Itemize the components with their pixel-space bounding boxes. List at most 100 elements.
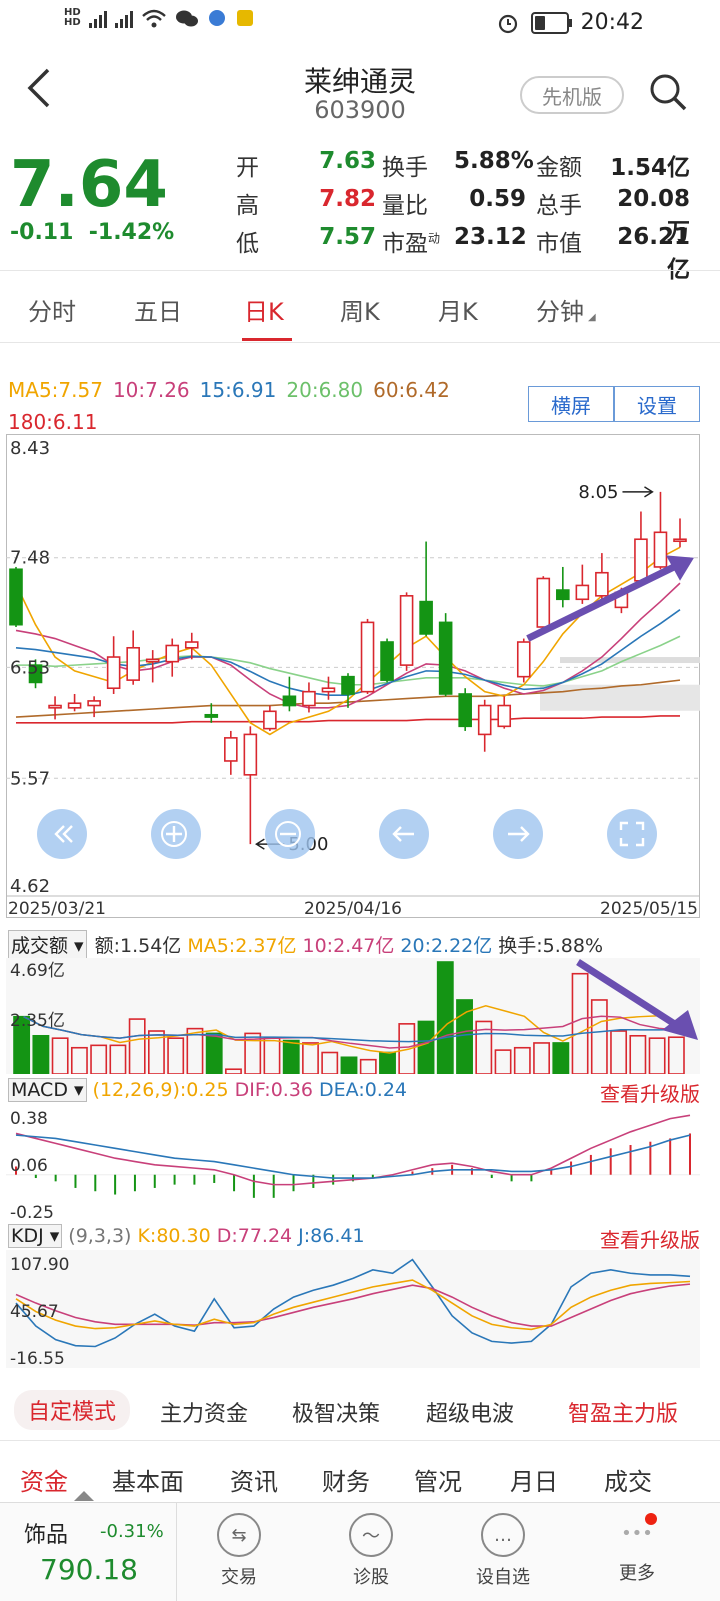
- candle: [243, 726, 258, 845]
- indicator-tab-2[interactable]: 极智决策: [292, 1402, 381, 1427]
- overlay-glyph: [392, 826, 414, 842]
- volume-bar: [186, 1027, 204, 1074]
- volume-bar: [13, 1015, 31, 1074]
- tab-label: 分钟: [536, 298, 584, 326]
- 4g-signal-icon: [114, 8, 133, 28]
- quote-label: 总手: [536, 193, 582, 219]
- kdj-selector[interactable]: KDJ ▾: [8, 1224, 63, 1248]
- period-tabs: 分时 五日 日K 周K 月K 分钟 ◢: [0, 292, 720, 352]
- kdj-upgrade-link[interactable]: 查看升级版: [600, 1228, 700, 1252]
- candle: [126, 630, 140, 685]
- tab-2[interactable]: 日K: [244, 292, 284, 327]
- candle: [575, 564, 590, 604]
- kdj-legend: KDJ ▾ (9,3,3) K:80.30 D:77.24 J:86.41: [8, 1224, 371, 1248]
- diagnose-icon: 〜: [349, 1513, 393, 1557]
- tab-1[interactable]: 五日: [134, 292, 182, 327]
- candle: [321, 676, 336, 700]
- nav-item-0[interactable]: ⇆ 交易: [184, 1503, 294, 1589]
- divider: [0, 270, 720, 271]
- alarm-icon: [498, 14, 517, 33]
- nav-label: 设自选: [476, 1567, 530, 1588]
- arrow-right-icon[interactable]: [493, 809, 543, 859]
- overlay-glyph: [54, 825, 73, 843]
- wallet-icon: [236, 10, 253, 26]
- active-tab-indicator: [242, 338, 292, 341]
- quote-value: 0.59: [469, 186, 526, 212]
- fast-back-icon[interactable]: [37, 809, 87, 859]
- candle-body: [575, 584, 590, 601]
- quote-value: 7.63: [319, 148, 376, 174]
- kdj-chart[interactable]: 107.90 45.67 -16.55: [6, 1250, 700, 1368]
- secondary-tab-4[interactable]: 管况: [414, 1468, 462, 1496]
- candle: [204, 703, 219, 723]
- volume-chart[interactable]: 4.69亿 2.35亿: [6, 958, 700, 1074]
- macd-upgrade-link[interactable]: 查看升级版: [600, 1082, 700, 1106]
- quote-label: 低: [236, 231, 259, 257]
- ma-legend-item: 20:6.80: [286, 378, 364, 402]
- secondary-tab-0[interactable]: 资金: [20, 1468, 68, 1496]
- kdj-selector-label: KDJ: [11, 1225, 44, 1247]
- volume-bar: [571, 972, 589, 1074]
- indicator-tab-3[interactable]: 超级电波: [426, 1402, 515, 1427]
- tab-3[interactable]: 周K: [340, 292, 380, 327]
- candle-body: [106, 656, 121, 690]
- volume-selector[interactable]: 成交额 ▾: [8, 930, 87, 959]
- nav-item-3[interactable]: ••• 更多: [582, 1503, 692, 1585]
- volume-bar: [90, 1044, 108, 1074]
- candle-body: [145, 658, 160, 663]
- legend-item: DIF:0.36: [234, 1079, 314, 1101]
- indicator-tab-0[interactable]: 自定模式: [14, 1390, 131, 1430]
- secondary-tab-6[interactable]: 成交: [604, 1468, 652, 1496]
- candle-body: [282, 695, 297, 707]
- indicator-tab-1[interactable]: 主力资金: [160, 1402, 249, 1427]
- status-left: HD HD: [64, 8, 255, 28]
- nav-item-1[interactable]: 〜诊股: [316, 1503, 426, 1589]
- fullscreen-icon[interactable]: [607, 809, 657, 859]
- zoom-out-icon[interactable]: [265, 809, 315, 859]
- secondary-tab-2[interactable]: 资讯: [230, 1468, 278, 1496]
- y-axis-label: 8.43: [10, 438, 50, 459]
- tab-4[interactable]: 月K: [438, 292, 478, 327]
- tab-0[interactable]: 分时: [28, 292, 76, 327]
- candle: [302, 682, 316, 713]
- settings-button[interactable]: 设置: [614, 386, 700, 422]
- search-button[interactable]: [648, 72, 688, 112]
- zoom-in-icon[interactable]: [151, 809, 201, 859]
- indicator-tab-4[interactable]: 智盈主力版: [568, 1402, 679, 1427]
- candle-body: [458, 693, 472, 728]
- landscape-button[interactable]: 横屏: [528, 386, 614, 422]
- candle-body: [243, 733, 258, 776]
- nav-item-2[interactable]: … 设自选: [448, 1503, 558, 1589]
- arrow-left-icon[interactable]: [379, 809, 429, 859]
- candle-body: [595, 571, 609, 597]
- macd-chart[interactable]: 0.38 0.06 -0.25: [6, 1104, 700, 1220]
- candle-body: [341, 675, 355, 695]
- candle: [28, 659, 43, 689]
- back-button[interactable]: [24, 66, 54, 117]
- candle-body: [263, 710, 277, 730]
- candle-body: [87, 700, 101, 707]
- secondary-tab-3[interactable]: 财务: [322, 1468, 370, 1496]
- secondary-tab-5[interactable]: 月日: [510, 1468, 558, 1496]
- volume-bar: [398, 1023, 416, 1074]
- candle-body: [556, 589, 570, 601]
- candle-body: [67, 702, 82, 709]
- tab-5[interactable]: 分钟 ◢: [536, 292, 596, 327]
- down-arrow-head-icon: [662, 1010, 698, 1040]
- macd-y-label: 0.38: [10, 1109, 48, 1129]
- index-ticker[interactable]: 饰品 -0.31% 790.18: [0, 1491, 177, 1601]
- wechat-icon: [175, 10, 198, 27]
- candle: [48, 696, 62, 720]
- trend-arrow-icon: [526, 563, 676, 642]
- volume-y-label: 2.35亿: [10, 1011, 65, 1031]
- mode-button[interactable]: 先机版: [520, 76, 624, 114]
- candle-body: [224, 737, 238, 762]
- volume-bar: [128, 1018, 146, 1074]
- volume-bar: [513, 1046, 531, 1074]
- secondary-tab-1[interactable]: 基本面: [112, 1468, 184, 1496]
- candle-body: [438, 621, 453, 695]
- tab-label: 日K: [244, 298, 284, 326]
- kdj-y-label: -16.55: [10, 1349, 65, 1368]
- kline-chart[interactable]: 8.437.486.535.574.628.055.002025/03/2120…: [6, 434, 700, 918]
- macd-selector[interactable]: MACD ▾: [8, 1078, 87, 1102]
